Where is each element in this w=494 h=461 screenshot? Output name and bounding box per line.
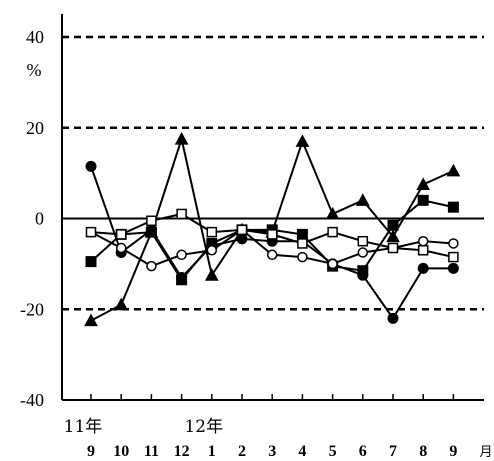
series-open-square xyxy=(85,208,459,263)
data-point xyxy=(85,226,97,238)
x-tick-label: 1 xyxy=(208,443,216,460)
data-point xyxy=(447,201,459,213)
data-point xyxy=(115,229,127,240)
data-point xyxy=(266,249,278,261)
data-point xyxy=(448,251,459,263)
data-point xyxy=(387,312,399,324)
data-point xyxy=(85,160,97,172)
x-tick-label: 5 xyxy=(329,443,337,460)
data-point xyxy=(297,251,308,263)
data-point xyxy=(297,238,308,249)
data-point xyxy=(448,238,459,249)
data-point xyxy=(357,265,369,277)
grid-lines xyxy=(62,35,484,311)
x-tick-label: 6 xyxy=(359,443,367,460)
y-unit-label: % xyxy=(27,60,42,80)
data-point xyxy=(327,258,338,270)
year-label: 11年 xyxy=(64,417,103,437)
data-point xyxy=(417,245,429,256)
data-point xyxy=(115,242,127,254)
data-point xyxy=(206,245,218,256)
data-point xyxy=(204,268,219,281)
series-group xyxy=(84,132,461,327)
data-point xyxy=(236,224,248,236)
year-label: 12年 xyxy=(184,417,223,437)
y-tick-label: 0 xyxy=(35,209,44,229)
data-point xyxy=(295,134,310,147)
data-point xyxy=(296,228,308,240)
data-point xyxy=(145,226,157,238)
data-point xyxy=(176,274,188,286)
axes xyxy=(61,14,484,401)
x-tick-label: 10 xyxy=(113,443,129,460)
data-point xyxy=(146,215,157,227)
x-tick-label: 3 xyxy=(268,443,276,460)
data-point xyxy=(417,194,429,206)
data-point xyxy=(387,242,399,254)
x-tick-label: 12 xyxy=(174,443,190,460)
data-point xyxy=(417,235,429,247)
x-unit-label: 月 xyxy=(479,445,492,460)
x-tick-label: 8 xyxy=(419,443,427,460)
data-point xyxy=(327,226,338,238)
year-labels: 11年 12年 xyxy=(64,417,223,437)
x-tick-label: 11 xyxy=(144,443,159,460)
data-point xyxy=(176,208,187,220)
data-point xyxy=(387,219,399,231)
x-tick-label: 2 xyxy=(238,443,246,460)
data-point xyxy=(114,297,129,311)
data-point xyxy=(357,235,369,247)
data-point xyxy=(447,262,459,274)
data-point xyxy=(174,132,189,145)
y-tick-label: -20 xyxy=(20,299,44,319)
data-point xyxy=(416,177,431,190)
x-tick-label: 4 xyxy=(298,443,306,460)
data-point xyxy=(325,206,340,220)
data-point xyxy=(266,229,278,240)
data-point xyxy=(206,226,218,238)
x-tick-label: 7 xyxy=(389,443,397,460)
y-tick-labels: 40 20 0 -20 -40 xyxy=(20,27,44,410)
x-tick-labels: 9 10 11 12 1 2 3 4 5 6 7 8 9 xyxy=(87,443,457,460)
y-tick-label: 20 xyxy=(26,118,44,138)
data-point xyxy=(84,313,98,327)
data-point xyxy=(146,260,157,272)
y-tick-label: -40 xyxy=(20,390,44,410)
data-point xyxy=(386,229,400,243)
x-tick-label: 9 xyxy=(87,443,95,460)
data-point xyxy=(176,249,187,261)
data-point xyxy=(355,193,370,206)
x-tick-label: 9 xyxy=(449,443,457,460)
data-point xyxy=(85,256,97,268)
y-tick-label: 40 xyxy=(26,27,44,47)
data-point xyxy=(357,247,369,258)
series-filled-circle xyxy=(85,160,459,324)
data-point xyxy=(236,233,248,245)
data-point xyxy=(446,163,461,177)
data-point xyxy=(417,262,429,274)
